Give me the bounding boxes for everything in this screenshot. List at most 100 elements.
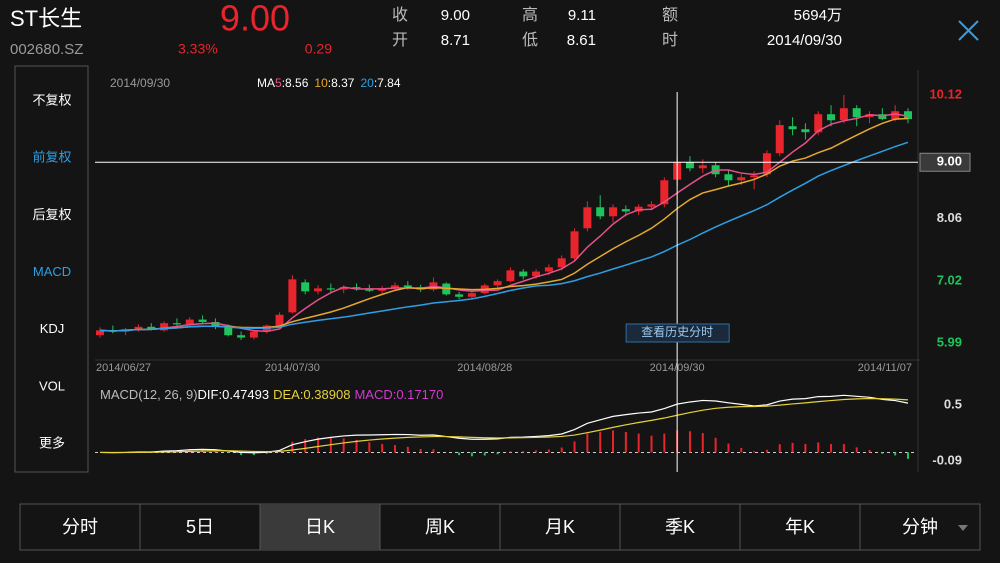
candle-body [160,323,169,331]
candle-body [544,267,553,272]
candle-body [814,114,823,133]
sidebar-item[interactable]: 后复权 [32,207,71,222]
candle-body [185,319,194,325]
candle-body [647,204,656,207]
candle-body [198,319,207,322]
ma-value: :7.84 [374,76,401,90]
candle-body [827,114,836,121]
tab[interactable]: 季K [665,517,695,537]
candle-body [839,108,848,121]
history-button[interactable]: 查看历史分时 [641,325,713,339]
sidebar-item[interactable]: VOL [39,378,65,393]
ma-legend: MA5:8.56 10:8.37 20:7.84 [257,76,401,90]
y-tick-label: 5.99 [937,334,962,349]
dea-line [99,397,909,454]
candle-body [891,111,900,120]
candle-body [788,126,797,130]
sidebar-item[interactable]: 前复权 [32,150,71,165]
candle-body [737,177,746,181]
candle-body [557,258,566,268]
tab[interactable]: 分钟 [902,517,938,537]
candle-body [326,288,335,290]
candle-body [339,287,348,290]
candle-body [762,153,771,175]
change: 0.29 [305,41,332,57]
candle-body [583,207,592,229]
candle-body [609,207,618,217]
quote-label: 额 [662,6,678,24]
candle-body [506,270,515,282]
x-tick-label: 2014/06/27 [96,362,151,374]
candle-body [224,326,233,336]
tab-selected-bg [260,504,380,550]
stock-name: ST长生 [10,6,82,31]
y-tick-label: 7.02 [937,273,962,288]
candle-body [211,321,220,327]
candle-body [621,209,630,212]
tab[interactable]: 周K [425,517,455,537]
sidebar-item[interactable]: KDJ [40,321,65,336]
macd: MACD:0.17170 [354,387,443,402]
y-tick-label: 8.06 [937,210,962,225]
sidebar-item[interactable]: 不复权 [32,92,71,107]
candle-body [301,282,310,292]
tab[interactable]: 月K [545,517,575,537]
close-button[interactable] [958,20,979,41]
x-tick-label: 2014/07/30 [265,362,320,374]
quote-value: 8.61 [567,32,596,49]
candle-body [865,114,874,118]
candle-body [237,335,246,338]
quote-label: 高 [522,6,538,24]
candle-body [698,165,707,169]
dea: DEA:0.38908 [273,387,350,402]
candle-body [685,162,694,169]
candle-body [801,129,810,133]
candle-body [352,287,361,289]
candle-body [493,281,502,286]
ma-value: :8.37 [328,76,355,90]
price: 9.00 [220,0,290,39]
candle-body [532,271,541,277]
ma-period: 20 [360,76,374,90]
candle-body [775,125,784,154]
ma-legend-text: MA5:8.56 10:8.37 20:7.84 [257,76,401,90]
candle-body [724,174,733,181]
candle-body [96,330,104,336]
candle-body [172,323,181,325]
candle-body [519,271,528,277]
macd-legend-text: MACD(12, 26, 9)DIF:0.47493 DEA:0.38908 MAC… [100,387,443,402]
y-tick-label: 10.12 [929,86,962,101]
tab[interactable]: 日K [305,517,335,537]
candle-body [878,114,887,120]
tab[interactable]: 年K [785,517,815,537]
candle-body [288,279,297,313]
ma-prefix: MA [257,76,275,90]
tab[interactable]: 5日 [186,517,214,537]
candle-body [904,111,912,120]
quote-value: 9.11 [568,7,596,24]
ma-value: :8.56 [282,76,309,90]
quote-value: 8.71 [441,32,470,49]
history-button-bg[interactable] [625,323,730,343]
candle-body [660,180,669,205]
tab[interactable]: 分时 [62,517,98,537]
candle-body [570,231,579,259]
crosshair-label: 9.00 [937,154,962,169]
ma-line [99,141,909,332]
candle-body [275,314,284,326]
y2-tick-label: -0.09 [932,452,962,467]
sidebar-item[interactable]: 更多 [39,436,65,451]
candle-body [134,326,143,330]
quote-value: 2014/09/30 [767,32,842,49]
dif: DIF:0.47493 [198,387,270,402]
quote-label: 时 [662,31,678,49]
ma-period: 5 [275,76,282,90]
quote-label: 开 [392,32,408,49]
candle-body [750,175,759,178]
sidebar-item[interactable]: MACD [33,264,71,279]
sidebar-panel [14,65,89,473]
quote-value: 5694万 [794,7,842,24]
x-tick-label: 2014/11/07 [858,362,912,374]
candle-body [249,331,258,338]
candle-body [596,207,605,217]
